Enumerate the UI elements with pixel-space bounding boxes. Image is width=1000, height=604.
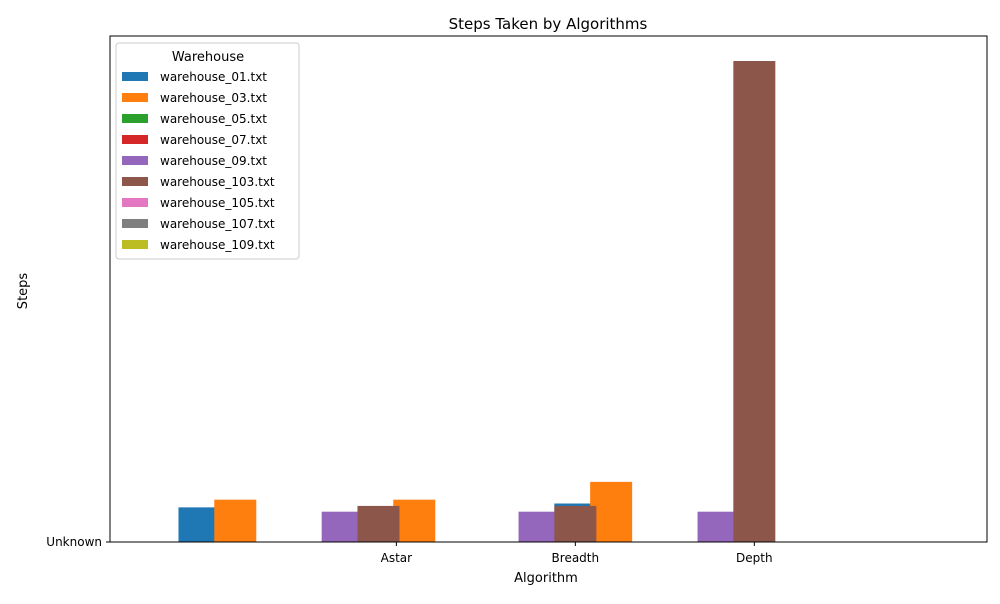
legend-title: Warehouse (172, 50, 244, 65)
bar-series-4-1 (518, 511, 561, 542)
x-ticks: Astar Breadth Depth (381, 542, 773, 565)
x-tick-label: Astar (381, 551, 413, 565)
legend-swatch (122, 114, 148, 123)
x-tick-label: Breadth (552, 551, 600, 565)
legend-entries: warehouse_01.txt warehouse_03.txt warehous… (122, 70, 275, 252)
legend-swatch (122, 219, 148, 228)
legend-swatch (122, 72, 148, 81)
bars-layer (178, 61, 776, 542)
y-ticks: Unknown (46, 535, 110, 549)
legend-label: warehouse_03.txt (160, 91, 267, 105)
bar-series-0-0 (178, 507, 221, 542)
legend-label: warehouse_01.txt (160, 70, 267, 84)
legend-label: warehouse_107.txt (160, 217, 275, 231)
legend-box (115, 42, 300, 260)
legend-label: warehouse_105.txt (160, 196, 275, 210)
legend-label: warehouse_109.txt (160, 238, 275, 252)
legend-swatch (122, 198, 148, 207)
legend-label: warehouse_07.txt (160, 133, 267, 147)
legend-label: warehouse_05.txt (160, 112, 267, 126)
bar-series-5-1 (554, 505, 597, 542)
legend-swatch (122, 240, 148, 249)
legend-label: warehouse_103.txt (160, 175, 275, 189)
bar-series-1-1 (393, 499, 436, 542)
chart-title: Steps Taken by Algorithms (449, 15, 648, 33)
bar-series-4-2 (697, 511, 740, 542)
legend-swatch (122, 177, 148, 186)
legend-label: warehouse_09.txt (160, 154, 267, 168)
bar-series-5-0 (357, 505, 400, 542)
y-tick-label: Unknown (46, 535, 102, 549)
legend-swatch (122, 93, 148, 102)
bar-series-1-2 (590, 481, 633, 542)
legend-swatch (122, 135, 148, 144)
y-axis-label: Steps (16, 273, 31, 310)
plot-frame (109, 35, 988, 543)
bar-series-5-2 (733, 61, 776, 542)
legend-swatch (122, 156, 148, 165)
x-tick-label: Depth (736, 551, 773, 565)
x-axis-label: Algorithm (514, 571, 578, 586)
legend: Warehouse warehouse_01.txt warehouse_03.t… (115, 42, 300, 260)
bar-series-1-0 (214, 499, 257, 542)
bar-series-4-0 (321, 511, 364, 542)
